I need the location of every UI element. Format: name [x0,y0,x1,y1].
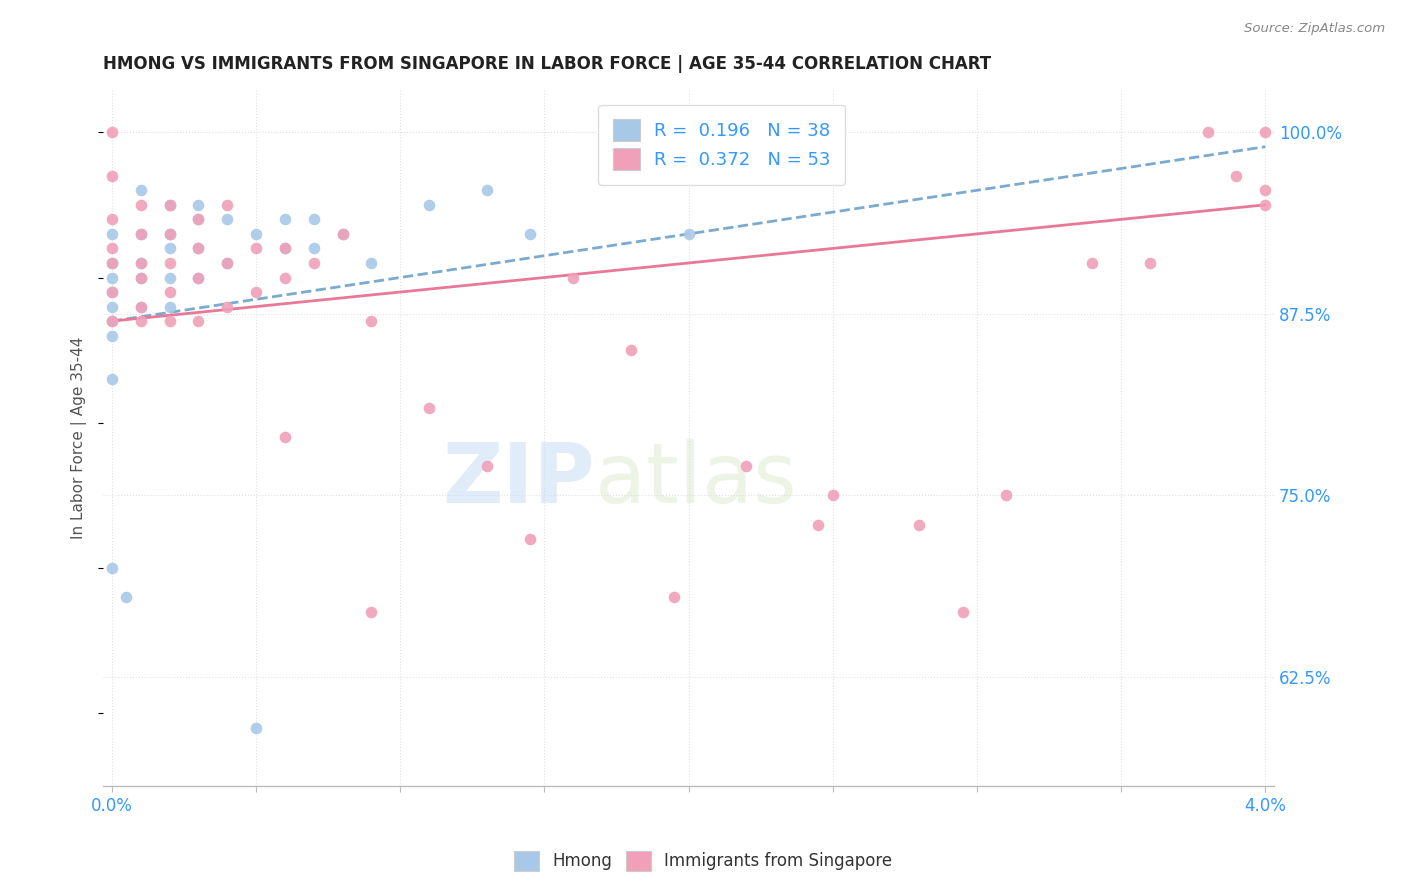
Point [217,212,239,227]
Point [562,270,585,285]
Point [101,300,124,314]
Point [475,459,498,474]
Point [418,198,440,212]
Point [101,314,124,328]
Point [129,314,152,328]
Point [302,212,325,227]
Point [187,242,209,256]
Point [952,605,974,619]
Point [129,270,152,285]
Point [101,314,124,328]
Point [245,285,267,299]
Point [1254,125,1277,139]
Text: atlas: atlas [595,439,797,520]
Point [274,242,297,256]
Point [1139,256,1161,270]
Point [274,430,297,444]
Point [245,721,267,735]
Point [274,212,297,227]
Point [101,256,124,270]
Point [332,227,354,241]
Point [360,314,382,328]
Point [332,227,354,241]
Point [1081,256,1104,270]
Point [302,242,325,256]
Point [159,300,181,314]
Point [101,169,124,183]
Y-axis label: In Labor Force | Age 35-44: In Labor Force | Age 35-44 [72,336,87,539]
Point [129,300,152,314]
Point [908,517,931,532]
Point [620,343,643,358]
Text: ZIP: ZIP [443,439,595,520]
Point [475,183,498,197]
Point [274,270,297,285]
Point [159,285,181,299]
Legend: Hmong, Immigrants from Singapore: Hmong, Immigrants from Singapore [506,842,900,880]
Point [245,242,267,256]
Point [159,242,181,256]
Point [418,401,440,416]
Point [217,198,239,212]
Point [129,256,152,270]
Point [159,227,181,241]
Point [101,561,124,575]
Point [129,198,152,212]
Point [217,300,239,314]
Point [274,242,297,256]
Point [101,256,124,270]
Point [129,183,152,197]
Point [662,591,685,605]
Point [187,212,209,227]
Point [101,270,124,285]
Point [129,300,152,314]
Point [519,532,541,546]
Point [360,605,382,619]
Point [187,270,209,285]
Point [187,198,209,212]
Point [217,256,239,270]
Point [101,328,124,343]
Point [807,517,830,532]
Point [735,459,758,474]
Point [129,270,152,285]
Point [101,227,124,241]
Point [101,212,124,227]
Point [129,256,152,270]
Point [1197,125,1219,139]
Point [217,256,239,270]
Point [187,212,209,227]
Point [187,242,209,256]
Point [101,285,124,299]
Point [159,270,181,285]
Point [1254,183,1277,197]
Point [360,256,382,270]
Point [302,256,325,270]
Point [115,591,138,605]
Point [159,227,181,241]
Point [159,314,181,328]
Point [129,227,152,241]
Point [159,198,181,212]
Text: Source: ZipAtlas.com: Source: ZipAtlas.com [1244,22,1385,36]
Point [187,270,209,285]
Point [821,488,844,502]
Point [129,227,152,241]
Point [187,314,209,328]
Point [159,198,181,212]
Point [678,227,700,241]
Point [159,256,181,270]
Point [519,227,541,241]
Point [101,125,124,139]
Point [101,372,124,386]
Point [101,242,124,256]
Legend: R =  0.196   N = 38, R =  0.372   N = 53: R = 0.196 N = 38, R = 0.372 N = 53 [598,104,845,185]
Point [1225,169,1247,183]
Text: HMONG VS IMMIGRANTS FROM SINGAPORE IN LABOR FORCE | AGE 35-44 CORRELATION CHART: HMONG VS IMMIGRANTS FROM SINGAPORE IN LA… [103,55,991,73]
Point [101,285,124,299]
Point [994,488,1017,502]
Point [1254,198,1277,212]
Point [245,227,267,241]
